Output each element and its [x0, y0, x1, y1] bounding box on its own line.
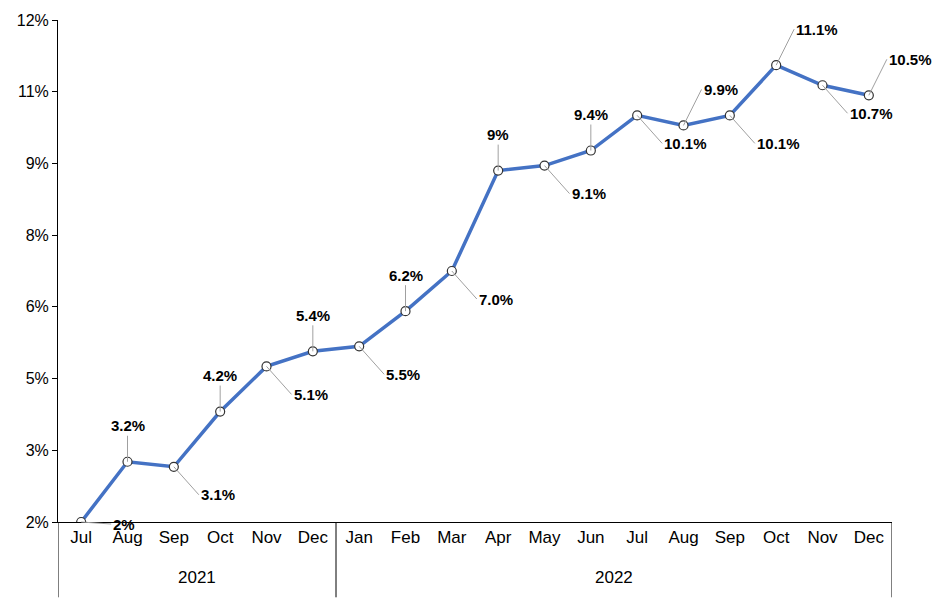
svg-text:Aug: Aug	[668, 528, 698, 547]
svg-text:7.0%: 7.0%	[479, 291, 513, 308]
svg-text:Apr: Apr	[485, 528, 512, 547]
svg-text:Feb: Feb	[391, 528, 420, 547]
svg-text:3.1%: 3.1%	[201, 486, 235, 503]
svg-text:10.1%: 10.1%	[757, 135, 800, 152]
svg-text:9%: 9%	[487, 126, 509, 143]
svg-text:Oct: Oct	[207, 528, 234, 547]
svg-text:Nov: Nov	[251, 528, 282, 547]
svg-text:5.5%: 5.5%	[386, 366, 420, 383]
svg-text:3.2%: 3.2%	[111, 417, 145, 434]
svg-text:11%: 11%	[18, 83, 49, 100]
svg-text:Sep: Sep	[715, 528, 745, 547]
svg-text:2021: 2021	[178, 568, 216, 587]
svg-text:2%: 2%	[113, 516, 135, 533]
svg-text:Dec: Dec	[854, 528, 885, 547]
svg-text:Sep: Sep	[159, 528, 189, 547]
svg-text:Nov: Nov	[807, 528, 838, 547]
svg-text:2022: 2022	[595, 568, 633, 587]
svg-text:Jun: Jun	[577, 528, 604, 547]
svg-text:12%: 12%	[17, 12, 49, 29]
svg-text:5.4%: 5.4%	[296, 307, 330, 324]
svg-text:11.1%: 11.1%	[796, 21, 838, 38]
svg-text:Dec: Dec	[298, 528, 329, 547]
svg-text:5.1%: 5.1%	[294, 386, 328, 403]
svg-text:Mar: Mar	[437, 528, 467, 547]
svg-text:Jul: Jul	[70, 528, 92, 547]
svg-text:2%: 2%	[26, 514, 49, 531]
svg-text:5%: 5%	[26, 370, 49, 387]
svg-text:May: May	[528, 528, 561, 547]
svg-text:9.4%: 9.4%	[574, 106, 608, 123]
svg-text:8%: 8%	[26, 227, 49, 244]
svg-text:10.1%: 10.1%	[664, 135, 707, 152]
svg-text:Jul: Jul	[626, 528, 648, 547]
svg-text:Aug: Aug	[112, 528, 142, 547]
svg-text:9.9%: 9.9%	[704, 81, 738, 98]
svg-text:6%: 6%	[26, 298, 49, 315]
svg-text:10.7%: 10.7%	[850, 105, 893, 122]
svg-text:9.1%: 9.1%	[572, 185, 606, 202]
svg-text:4.2%: 4.2%	[203, 367, 237, 384]
svg-text:6.2%: 6.2%	[389, 267, 423, 284]
svg-text:Oct: Oct	[763, 528, 790, 547]
svg-text:3%: 3%	[26, 442, 49, 459]
svg-text:Jan: Jan	[345, 528, 372, 547]
svg-text:9%: 9%	[26, 155, 49, 172]
svg-text:10.5%: 10.5%	[889, 51, 932, 68]
